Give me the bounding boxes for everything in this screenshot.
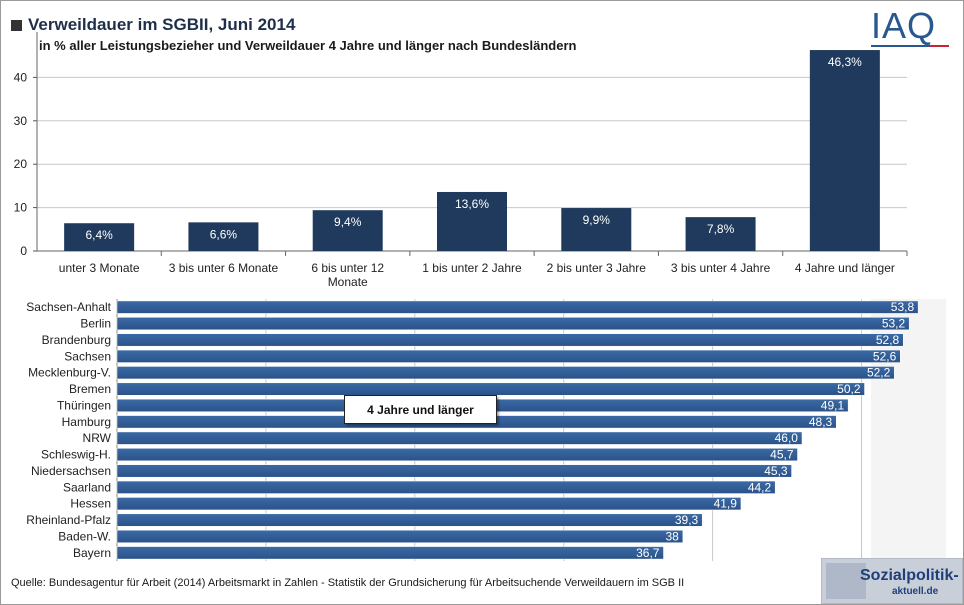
state-bar	[116, 382, 865, 396]
state-bar	[116, 366, 895, 380]
bar	[809, 50, 880, 251]
state-label: Bremen	[69, 382, 111, 396]
logo-underline	[871, 45, 945, 47]
bar-value-label: 9,4%	[334, 215, 362, 229]
bar-value-label: 13,6%	[455, 197, 489, 211]
category-label: 4 Jahre und länger	[795, 261, 895, 275]
state-value-label: 36,7	[636, 546, 660, 560]
state-value-label: 48,3	[809, 415, 833, 429]
badge-subtext: aktuell.de	[892, 586, 939, 597]
category-label: 2 bis unter 3 Jahre	[547, 261, 647, 275]
state-label: NRW	[83, 431, 112, 445]
state-bar	[116, 464, 792, 478]
state-bar	[116, 349, 901, 363]
state-bar	[116, 497, 742, 511]
state-bar	[116, 480, 776, 494]
category-label: 6 bis unter 12	[311, 261, 384, 275]
state-label: Mecklenburg-V.	[28, 366, 111, 380]
logo-text: IAQ	[871, 5, 937, 46]
state-bar	[116, 546, 664, 560]
chart-title: Verweildauer im SGBII, Juni 2014	[28, 15, 296, 34]
state-bar	[116, 529, 684, 543]
state-value-label: 52,8	[876, 333, 900, 347]
state-value-label: 49,1	[821, 398, 845, 412]
state-label: Hamburg	[62, 415, 111, 429]
states-bar-chart: 53,8 Sachsen-Anhalt 53,2 Berlin 52,8 Brandenb…	[26, 299, 946, 561]
state-bar	[116, 333, 904, 347]
state-label: Baden-W.	[58, 529, 111, 543]
bar	[312, 210, 383, 251]
duration-bar-chart: 0 10 20 30 40 6,4% unter 3 Monate 6,6% 3 bis unt…	[14, 32, 908, 289]
bar	[437, 191, 507, 251]
y-tick-label: 20	[14, 157, 28, 171]
state-label: Rheinland-Pfalz	[26, 513, 111, 527]
state-label: Bayern	[73, 546, 111, 560]
category-label: Monate	[328, 275, 368, 289]
bar	[561, 208, 632, 251]
state-value-label: 52,2	[867, 366, 891, 380]
callout-box: 4 Jahre und länger	[344, 395, 497, 424]
state-value-label: 53,2	[882, 317, 906, 331]
y-tick-label: 10	[14, 201, 28, 215]
state-value-label: 44,2	[748, 480, 772, 494]
state-value-label: 45,3	[764, 464, 788, 478]
y-tick-label: 0	[20, 244, 27, 258]
state-label: Berlin	[80, 317, 111, 331]
category-label: 3 bis unter 4 Jahre	[671, 261, 771, 275]
state-value-label: 50,2	[837, 382, 861, 396]
state-label: Sachsen	[64, 349, 111, 363]
bar	[64, 223, 135, 251]
category-label: 1 bis unter 2 Jahre	[422, 261, 522, 275]
category-label: unter 3 Monate	[59, 261, 140, 275]
bar-value-label: 7,8%	[707, 222, 735, 236]
state-value-label: 52,6	[873, 349, 897, 363]
state-bar	[116, 317, 910, 331]
title-row: Verweildauer im SGBII, Juni 2014	[11, 15, 295, 35]
state-value-label: 41,9	[714, 497, 738, 511]
sozialpolitik-badge: Sozialpolitik- aktuell.de	[821, 558, 963, 604]
state-label: Brandenburg	[42, 333, 111, 347]
bar-value-label: 9,9%	[583, 213, 611, 227]
bar-value-label: 6,4%	[85, 228, 113, 242]
bar-value-label: 6,6%	[210, 227, 238, 241]
chart-subtitle: in % aller Leistungsbezieher und Verweil…	[39, 38, 577, 53]
state-value-label: 45,7	[770, 448, 794, 462]
category-label: 3 bis unter 6 Monate	[169, 261, 279, 275]
y-tick-label: 30	[14, 114, 28, 128]
state-value-label: 39,3	[675, 513, 699, 527]
state-label: Hessen	[70, 497, 111, 511]
people-figures-icon	[826, 563, 866, 599]
title-bullet-icon	[11, 19, 22, 31]
state-value-label: 46,0	[775, 431, 799, 445]
state-bar	[116, 300, 919, 314]
logo-red-accent	[929, 45, 949, 47]
state-label: Sachsen-Anhalt	[26, 300, 111, 314]
bar	[188, 222, 259, 251]
y-tick-label: 40	[14, 70, 28, 84]
state-bar	[116, 448, 798, 462]
bar	[685, 217, 756, 251]
state-label: Thüringen	[57, 398, 111, 412]
state-label: Niedersachsen	[31, 464, 111, 478]
state-bar	[116, 513, 703, 527]
badge-text: Sozialpolitik-	[860, 567, 959, 584]
source-note: Quelle: Bundesagentur für Arbeit (2014) …	[11, 577, 685, 589]
bar-value-label: 46,3%	[828, 55, 862, 69]
state-label: Schleswig-H.	[41, 448, 111, 462]
iaq-logo: IAQ	[871, 5, 955, 49]
state-label: Saarland	[63, 480, 111, 494]
state-value-label: 53,8	[891, 300, 915, 314]
state-bar	[116, 431, 803, 445]
state-value-label: 38	[665, 529, 679, 543]
